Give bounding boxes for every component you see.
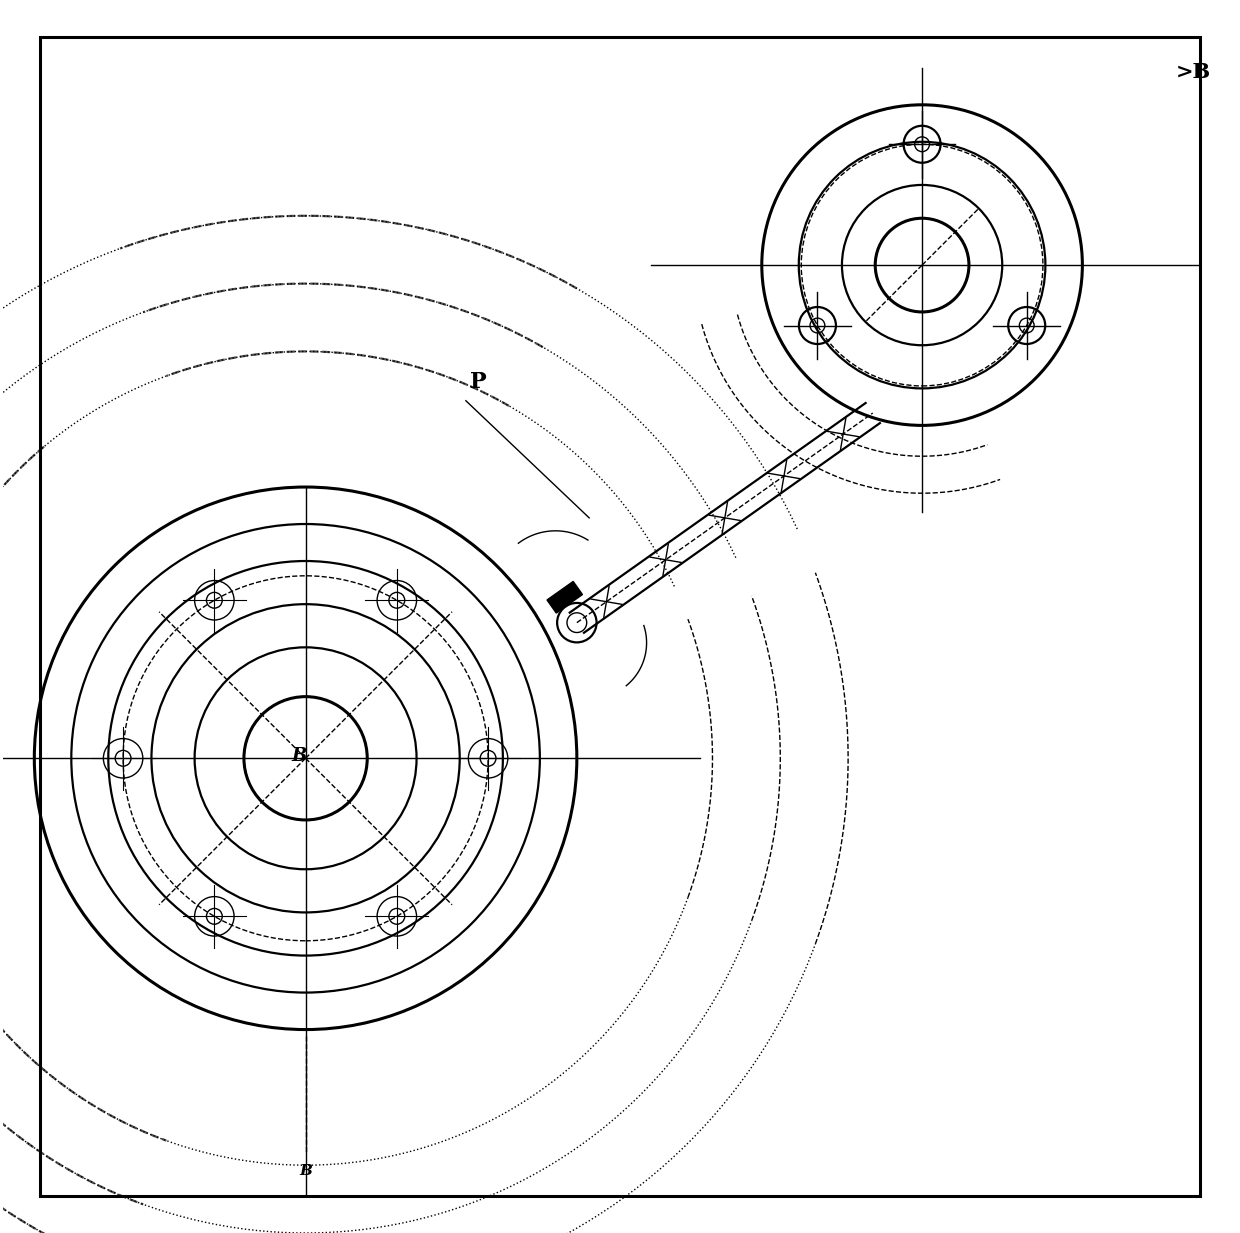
Text: B: B	[291, 747, 308, 764]
Text: >B: >B	[1176, 62, 1211, 81]
Polygon shape	[547, 582, 583, 613]
Text: P: P	[470, 371, 486, 393]
Text: B: B	[299, 1164, 312, 1179]
